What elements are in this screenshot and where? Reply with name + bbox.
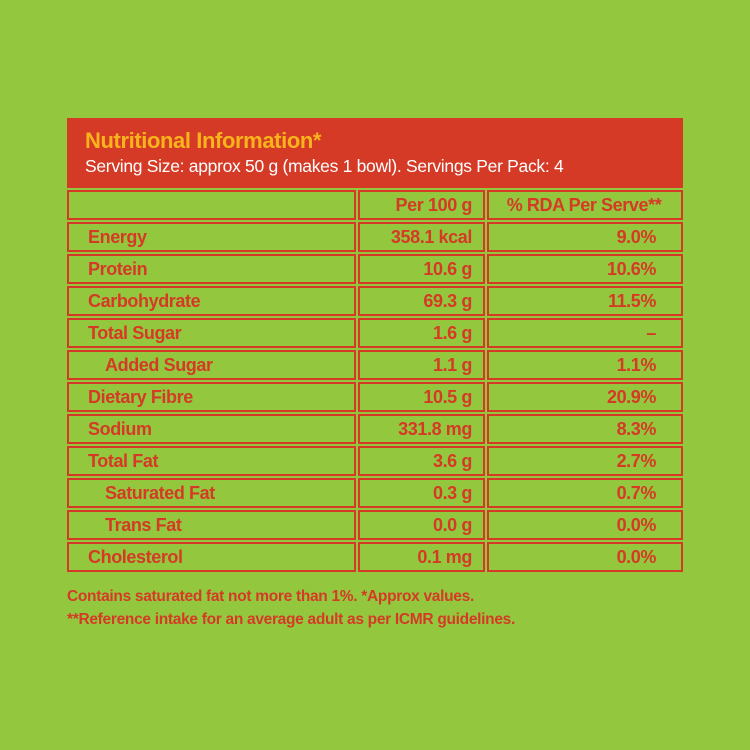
table-row: Energy 358.1 kcal 9.0% (67, 222, 683, 252)
per-100g-value: 10.6 g (358, 254, 485, 284)
rda-per-serve-value: 1.1% (487, 350, 683, 380)
nutrient-label: Saturated Fat (67, 478, 356, 508)
nutrition-table: Per 100 g % RDA Per Serve** Energy 358.1 … (67, 190, 683, 572)
per-100g-value: 331.8 mg (358, 414, 485, 444)
per-100g-value: 69.3 g (358, 286, 485, 316)
per-100g-value: 10.5 g (358, 382, 485, 412)
table-row: Total Sugar 1.6 g – (67, 318, 683, 348)
rda-per-serve-value: – (487, 318, 683, 348)
rda-per-serve-value: 2.7% (487, 446, 683, 476)
nutrient-label: Sodium (67, 414, 356, 444)
table-row: Trans Fat 0.0 g 0.0% (67, 510, 683, 540)
label-title: Nutritional Information* (85, 128, 322, 153)
rda-per-serve-value: 0.0% (487, 542, 683, 572)
table-header-row: Per 100 g % RDA Per Serve** (67, 190, 683, 220)
nutrient-label: Protein (67, 254, 356, 284)
rda-per-serve-value: 8.3% (487, 414, 683, 444)
nutrient-label: Cholesterol (67, 542, 356, 572)
per-100g-value: 0.0 g (358, 510, 485, 540)
rda-per-serve-value: 11.5% (487, 286, 683, 316)
rda-per-serve-value: 10.6% (487, 254, 683, 284)
table-row: Saturated Fat 0.3 g 0.7% (67, 478, 683, 508)
nutrient-label: Energy (67, 222, 356, 252)
nutrient-label: Dietary Fibre (67, 382, 356, 412)
column-header-nutrient (67, 190, 356, 220)
rda-per-serve-value: 9.0% (487, 222, 683, 252)
nutrient-label: Total Fat (67, 446, 356, 476)
per-100g-value: 1.6 g (358, 318, 485, 348)
serving-info: Serving Size: approx 50 g (makes 1 bowl)… (85, 156, 564, 177)
table-row: Sodium 331.8 mg 8.3% (67, 414, 683, 444)
table-row: Added Sugar 1.1 g 1.1% (67, 350, 683, 380)
nutrient-label: Added Sugar (67, 350, 356, 380)
footnote-reference-intake: **Reference intake for an average adult … (67, 611, 515, 628)
nutrient-label: Carbohydrate (67, 286, 356, 316)
footnotes: Contains saturated fat not more than 1%.… (67, 585, 683, 631)
per-100g-value: 3.6 g (358, 446, 485, 476)
table-row: Carbohydrate 69.3 g 11.5% (67, 286, 683, 316)
column-header-per-100g: Per 100 g (358, 190, 485, 220)
nutrient-label: Trans Fat (67, 510, 356, 540)
nutrient-label: Total Sugar (67, 318, 356, 348)
table-row: Total Fat 3.6 g 2.7% (67, 446, 683, 476)
nutrition-label: Nutritional Information* Serving Size: a… (67, 118, 683, 631)
rda-per-serve-value: 20.9% (487, 382, 683, 412)
table-row: Cholesterol 0.1 mg 0.0% (67, 542, 683, 572)
table-row: Protein 10.6 g 10.6% (67, 254, 683, 284)
footnote-approx-values: Contains saturated fat not more than 1%.… (67, 588, 474, 605)
rda-per-serve-value: 0.0% (487, 510, 683, 540)
per-100g-value: 0.1 mg (358, 542, 485, 572)
per-100g-value: 1.1 g (358, 350, 485, 380)
per-100g-value: 358.1 kcal (358, 222, 485, 252)
column-header-rda-per-serve: % RDA Per Serve** (487, 190, 683, 220)
per-100g-value: 0.3 g (358, 478, 485, 508)
label-header: Nutritional Information* Serving Size: a… (67, 118, 683, 188)
rda-per-serve-value: 0.7% (487, 478, 683, 508)
table-row: Dietary Fibre 10.5 g 20.9% (67, 382, 683, 412)
